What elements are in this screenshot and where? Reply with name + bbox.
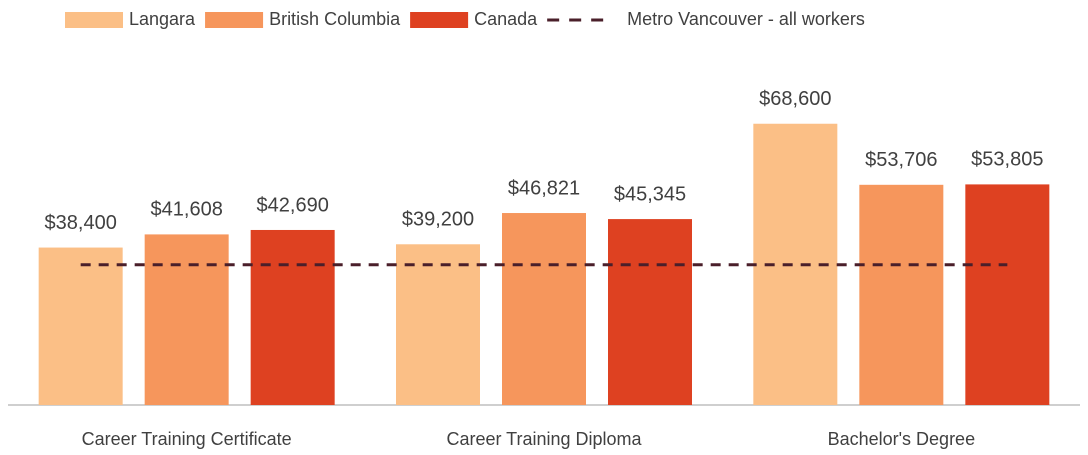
x-tick-label: Bachelor's Degree — [828, 429, 976, 449]
x-tick-label: Career Training Diploma — [446, 429, 642, 449]
bar — [608, 219, 692, 405]
legend-label: Langara — [129, 9, 196, 29]
bar — [859, 184, 944, 405]
data-label: $53,805 — [971, 149, 1043, 171]
legend-label: Canada — [474, 9, 538, 29]
bar — [502, 213, 586, 405]
data-label: $41,608 — [151, 199, 223, 221]
data-label: $68,600 — [759, 88, 831, 110]
data-label: $46,821 — [508, 177, 580, 199]
legend-swatch — [410, 12, 469, 28]
legend-label: British Columbia — [269, 9, 401, 29]
data-label: $45,345 — [614, 183, 686, 205]
bar — [38, 247, 123, 405]
bar — [965, 184, 1050, 405]
data-label: $53,706 — [865, 149, 937, 171]
legend-swatch — [205, 12, 264, 28]
legend-label: Metro Vancouver - all workers — [627, 9, 865, 29]
data-label: $38,400 — [45, 212, 117, 234]
data-label: $42,690 — [257, 194, 329, 216]
bar — [144, 234, 229, 405]
legend-swatch — [65, 12, 123, 28]
data-label: $39,200 — [402, 209, 474, 231]
bar — [250, 229, 335, 405]
x-tick-label: Career Training Certificate — [82, 429, 292, 449]
bar — [396, 244, 480, 405]
